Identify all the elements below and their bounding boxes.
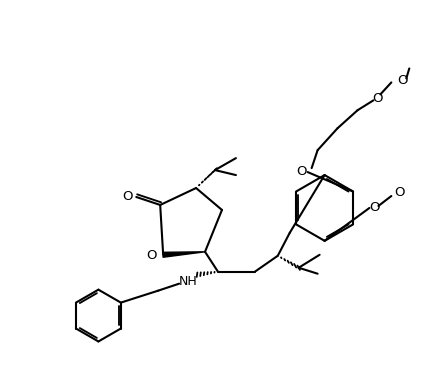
Text: O: O [372, 92, 382, 105]
Text: NH: NH [179, 275, 198, 288]
Text: O: O [122, 191, 133, 203]
Text: O: O [394, 185, 404, 199]
Polygon shape [163, 252, 205, 257]
Text: O: O [397, 74, 407, 87]
Text: O: O [296, 165, 307, 178]
Text: O: O [369, 201, 379, 215]
Text: O: O [146, 249, 156, 262]
